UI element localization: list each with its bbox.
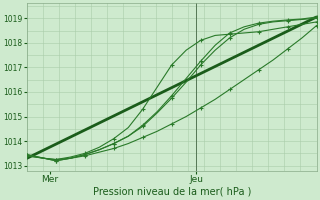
X-axis label: Pression niveau de la mer( hPa ): Pression niveau de la mer( hPa ): [92, 187, 251, 197]
